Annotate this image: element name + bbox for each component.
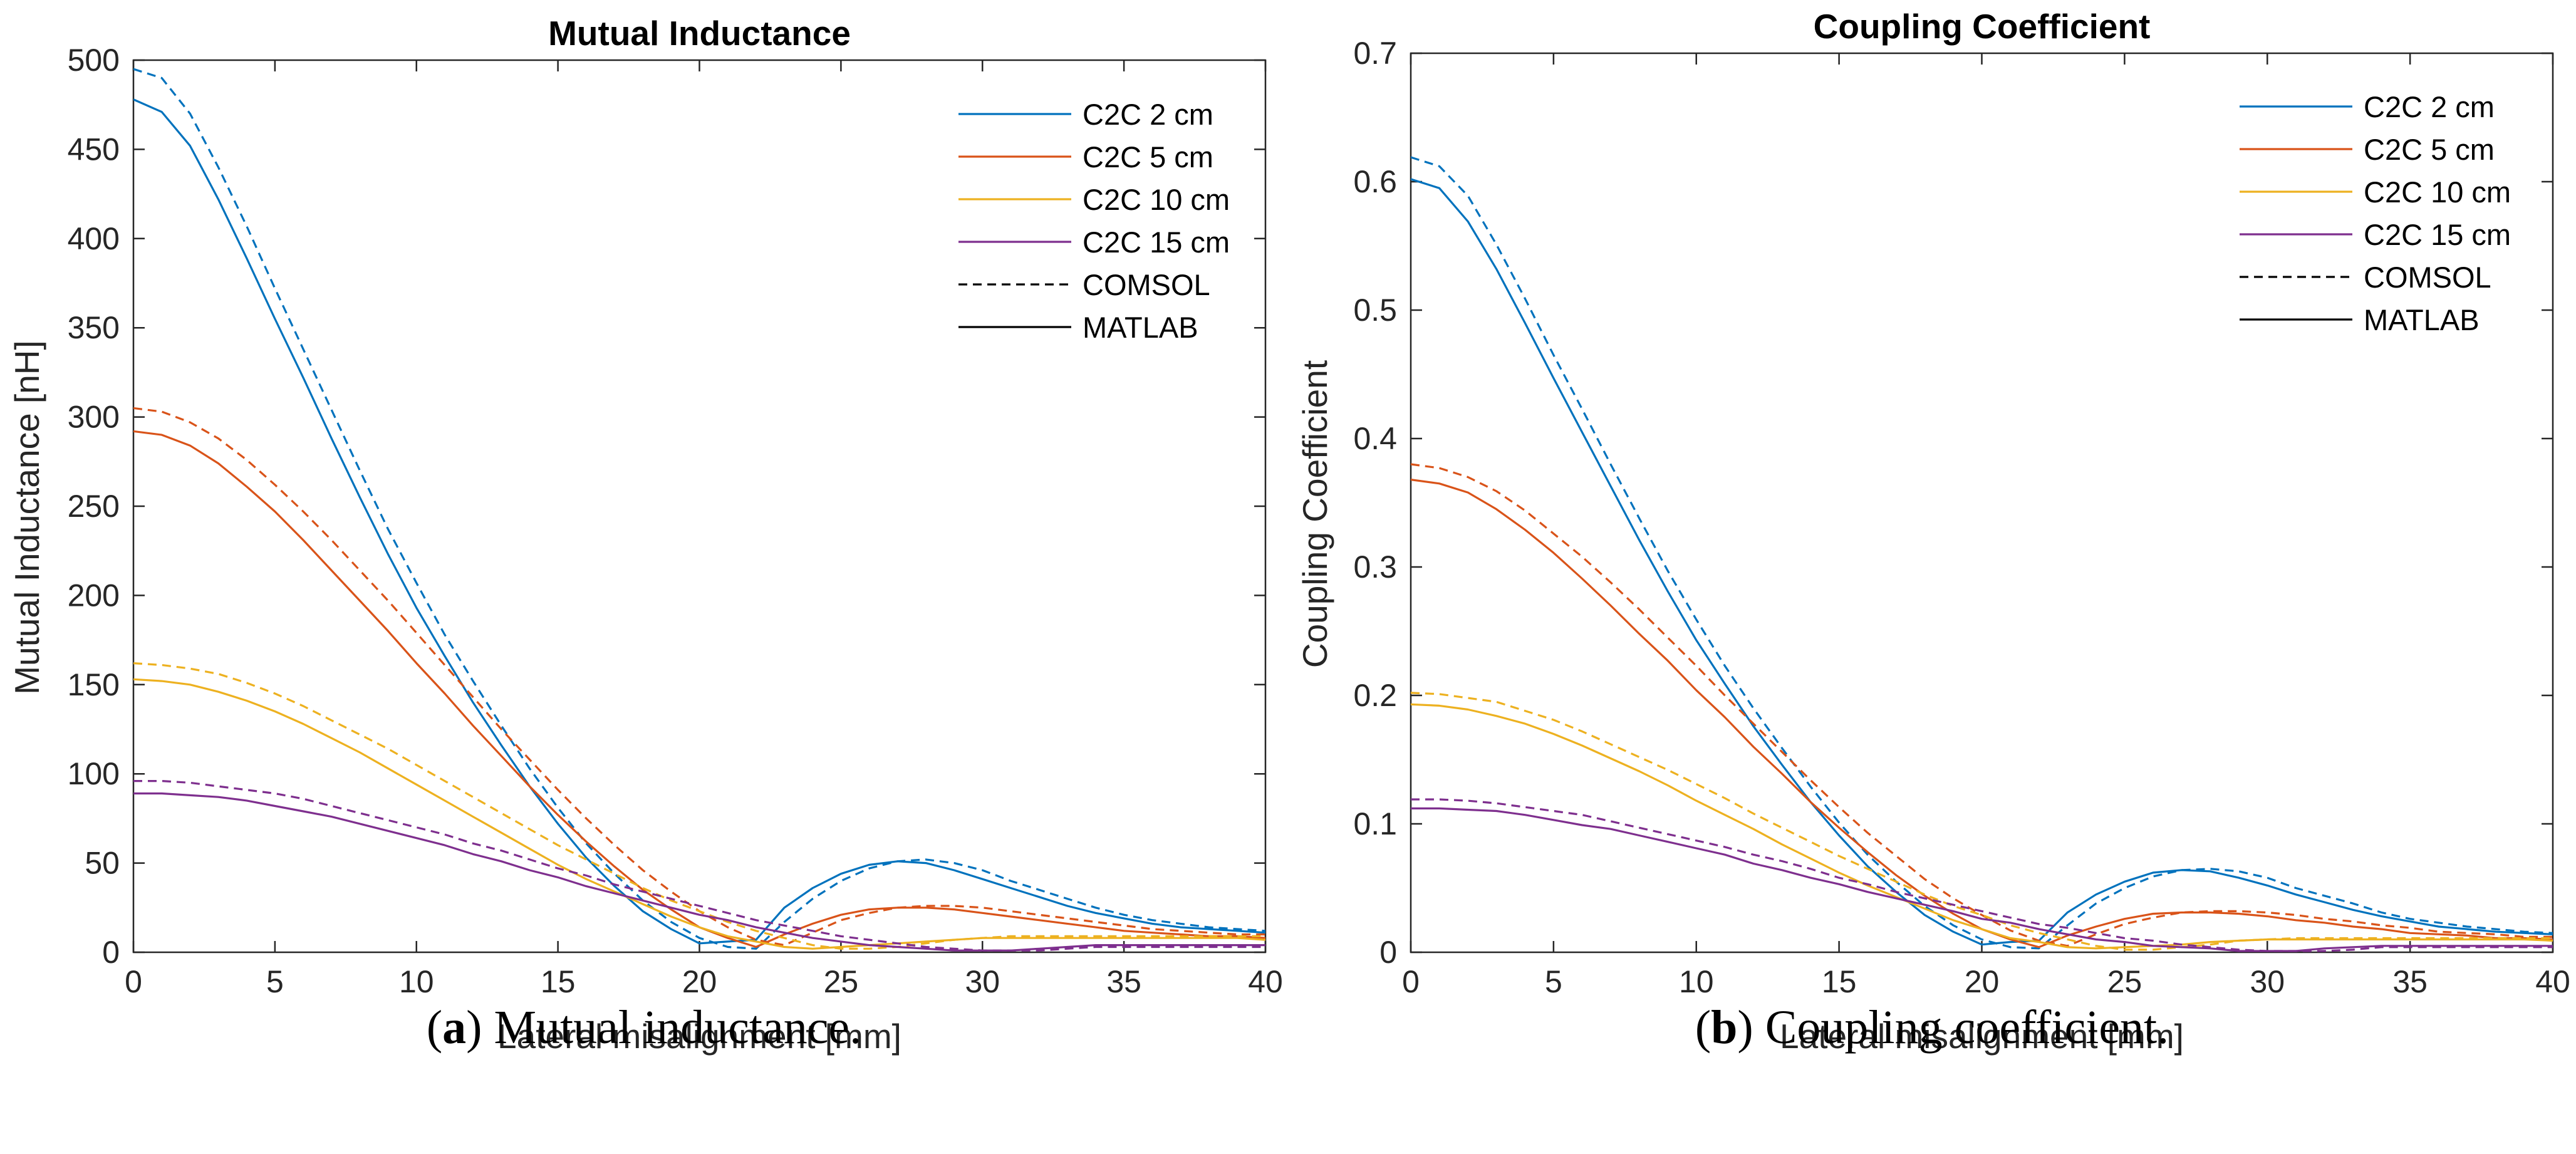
y-tick-label: 0.6 [1353,164,1397,199]
x-tick-label: 40 [2535,964,2570,999]
series-line-c2c-2-cm-matlab [133,98,1265,945]
x-tick-label: 5 [266,964,284,999]
y-tick-label: 450 [68,132,120,167]
x-tick-label: 15 [541,964,576,999]
legend-label: MATLAB [1083,311,1198,344]
x-tick-label: 10 [1679,964,1714,999]
series-line-c2c-15-cm-comsol [133,779,1265,952]
legend-label: C2C 15 cm [1083,226,1230,259]
series-line-c2c-10-cm-comsol [133,662,1265,950]
y-tick-label: 50 [85,846,120,881]
chart-title: Coupling Coefficient [1814,7,2151,46]
y-tick-label: 0 [102,935,120,970]
chart-coupling-coefficient: 0 5 10 15 20 25 30 35 40 0 0.1 0.2 0.3 0.4 0.5 0.6 0.7 Co… [1296,7,2570,1056]
x-tick-label: 15 [1822,964,1857,999]
series-line-c2c-5-cm-comsol [1411,463,2553,947]
chart-title: Mutual Inductance [548,14,851,53]
y-tick-label: 0.4 [1353,421,1397,456]
x-tick-label: 10 [399,964,434,999]
series-line-c2c-15-cm-matlab [1411,807,2553,952]
legend-label: C2C 10 cm [1083,183,1230,216]
x-tick-label: 30 [965,964,1000,999]
caption-b: (b) Coupling coefficient. [1695,1001,2169,1054]
y-tick-label: 0.3 [1353,549,1397,585]
plot-area [1410,52,2554,954]
legend-label: MATLAB [2364,303,2480,336]
x-tick-label: 20 [1965,964,2000,999]
series-line-c2c-2-cm-comsol [1411,156,2553,950]
series-line-c2c-2-cm-matlab [1411,178,2553,946]
legend: C2C 2 cm C2C 5 cm C2C 10 cm C2C 15 cm COMSOL… [2240,90,2511,336]
y-axis-label: Coupling Coefficient [1296,360,1334,668]
x-tick-label: 5 [1545,964,1562,999]
x-tick-label: 35 [1106,964,1141,999]
caption-b-text: Coupling coefficient. [1765,1001,2169,1054]
legend-label: C2C 5 cm [1083,140,1213,174]
series-line-c2c-10-cm-matlab [1411,703,2553,950]
y-tick-label: 100 [68,756,120,791]
caption-b-letter: b [1711,1001,1738,1054]
x-tick-label: 0 [1402,964,1420,999]
y-tick-label: 500 [68,43,120,78]
legend: C2C 2 cm C2C 5 cm C2C 10 cm C2C 15 cm COMSOL… [958,98,1230,344]
x-axis-label: Lateral misalignment [mm] [1780,1017,2184,1056]
caption-a-letter: a [442,1001,467,1054]
series-line-c2c-10-cm-comsol [1411,692,2553,951]
series-group [133,68,1265,952]
legend-label: C2C 2 cm [1083,98,1213,131]
caption-a: (a) Mutual inductance. [426,1001,862,1054]
series-line-c2c-15-cm-matlab [133,792,1265,952]
legend-label: COMSOL [1083,268,1210,301]
x-tick-label: 30 [2250,964,2285,999]
x-tick-label: 0 [125,964,142,999]
x-tick-label: 40 [1248,964,1283,999]
legend-label: C2C 2 cm [2364,90,2495,123]
y-tick-label: 400 [68,221,120,256]
y-tick-label: 150 [68,667,120,702]
y-tick-label: 0.1 [1353,806,1397,841]
x-axis-label: Lateral misalignment [mm] [497,1017,901,1056]
series-line-c2c-10-cm-matlab [133,678,1265,950]
legend-label: COMSOL [2364,261,2491,294]
series-line-c2c-2-cm-comsol [133,68,1265,950]
y-tick-label: 0.7 [1353,36,1397,71]
series-group [1411,156,2553,952]
chart-mutual-inductance: 0 5 10 15 20 25 30 35 40050100150200250300350400… [8,14,1283,1056]
y-tick-label: 0 [1379,935,1397,970]
y-axis-label: Mutual Inductance [nH] [8,340,46,695]
y-tick-label: 250 [68,489,120,524]
series-line-c2c-15-cm-comsol [1411,798,2553,952]
legend-label: C2C 10 cm [2364,175,2511,209]
y-tick-label: 300 [68,400,120,435]
x-tick-label: 25 [2107,964,2142,999]
caption-a-text: Mutual inductance. [494,1001,862,1054]
y-tick-label: 0.5 [1353,293,1397,328]
legend-label: C2C 5 cm [2364,133,2495,166]
y-tick-label: 200 [68,578,120,613]
legend-label: C2C 15 cm [2364,218,2511,251]
x-tick-label: 35 [2392,964,2428,999]
y-tick-label: 0.2 [1353,678,1397,713]
y-tick-label: 350 [68,310,120,345]
x-tick-label: 20 [682,964,717,999]
x-tick-label: 25 [824,964,859,999]
